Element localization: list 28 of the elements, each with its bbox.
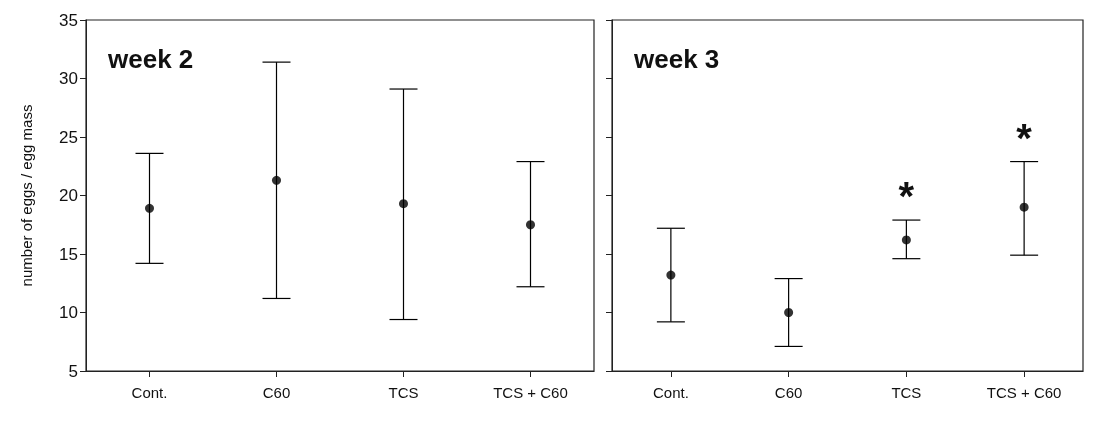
x-tick-label: C60: [774, 384, 803, 401]
point: [526, 220, 535, 230]
point: [399, 199, 408, 209]
x-tick-label: TCS + C60: [493, 384, 568, 401]
point: [784, 308, 794, 317]
point: [1019, 202, 1029, 212]
y-tick-label: 10: [59, 303, 78, 322]
point: [666, 270, 676, 280]
text: week 2: [107, 44, 194, 74]
y-tick-label: 15: [59, 244, 78, 264]
y-tick-label: 35: [59, 10, 78, 30]
annotation: *: [1016, 115, 1033, 160]
text: week 3: [633, 44, 720, 74]
x-tick-label: TCS + C60: [986, 384, 1062, 401]
annotation: *: [898, 174, 915, 219]
x-tick-label: C60: [262, 384, 291, 401]
y-tick-label: 20: [59, 186, 78, 205]
point: [272, 175, 281, 185]
y-tick-label: 30: [59, 69, 78, 88]
x-tick-label: Cont.: [652, 384, 689, 401]
y-axis-title: number of eggs / egg mass: [18, 104, 35, 287]
x-tick-label: TCS: [388, 384, 419, 401]
y-tick-label: 25: [59, 127, 78, 147]
point: [901, 235, 911, 245]
x-tick-label: Cont.: [131, 384, 168, 401]
y-tick-label: 5: [68, 361, 78, 381]
point: [145, 203, 154, 213]
x-tick-label: TCS: [891, 384, 922, 401]
